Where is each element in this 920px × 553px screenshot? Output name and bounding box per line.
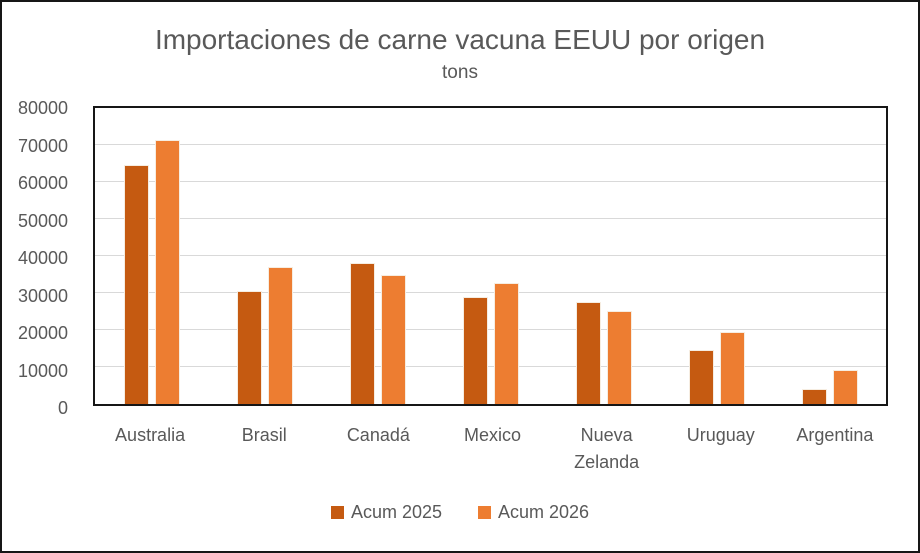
bar-acum-2026-canadá [380, 275, 406, 404]
chart-subtitle: tons [442, 62, 478, 83]
x-tick-label: Canadá [346, 425, 410, 445]
gridline [95, 366, 886, 367]
bar-acum-2025-nueva-zelanda [575, 302, 601, 404]
bar-acum-2025-brasil [236, 290, 262, 404]
bar-group-mexico [434, 108, 547, 404]
x-tick-label: Australia [115, 425, 186, 445]
x-tick-label: Argentina [796, 425, 874, 445]
x-axis: Australia Brasil Canadá Mexico Nueva Zelanda… [93, 422, 892, 476]
y-tick-label: 70000 [17, 135, 68, 156]
legend-item-acum-2026: Acum 2026 [478, 502, 589, 523]
bar-acum-2026-mexico [493, 283, 519, 404]
y-tick-label: 10000 [17, 360, 68, 381]
bar-group-canadá [321, 108, 434, 404]
x-tick-label: Nueva Zelanda [574, 425, 640, 472]
legend-item-acum-2025: Acum 2025 [330, 502, 442, 523]
y-tick-label: 20000 [17, 323, 68, 343]
x-tick-mexico: Mexico [435, 422, 549, 476]
bar-group-uruguay [660, 108, 773, 404]
plot-groups [95, 108, 886, 404]
y-tick-label: 30000 [17, 285, 68, 306]
legend-swatch-icon [330, 506, 344, 519]
bar-group-argentina [773, 108, 886, 404]
x-tick-canadá: Canadá [321, 422, 435, 476]
gridlines [95, 108, 886, 404]
x-tick-label: Brasil [241, 425, 287, 445]
bar-acum-2026-brasil [267, 267, 293, 404]
bar-group-nueva-zelanda [547, 108, 660, 404]
bar-acum-2026-nueva-zelanda [606, 310, 632, 404]
gridline [95, 255, 886, 256]
legend-swatch-icon [478, 506, 491, 519]
legend: Acum 2025 Acum 2026 [2, 502, 918, 523]
legend-label: Acum 2026 [498, 502, 590, 522]
bar-group-australia [95, 108, 208, 404]
x-tick-australia: Australia [93, 422, 207, 476]
gridline [95, 144, 886, 145]
bar-acum-2026-australia [154, 140, 180, 404]
gridline [95, 218, 886, 219]
y-tick-label: 0 [57, 398, 68, 418]
y-tick-label: 60000 [17, 173, 68, 193]
gridline [95, 292, 886, 293]
gridline [95, 329, 886, 330]
y-tick-label: 40000 [17, 248, 68, 268]
x-tick-label: Uruguay [686, 425, 755, 445]
y-tick-label: 80000 [17, 98, 68, 118]
bar-acum-2025-canadá [349, 263, 375, 404]
x-tick-argentina: Argentina [778, 422, 892, 476]
bar-group-brasil [208, 108, 321, 404]
bar-acum-2026-uruguay [719, 331, 745, 404]
gridline [95, 181, 886, 182]
x-tick-label: Mexico [463, 425, 521, 445]
y-tick-label: 50000 [17, 210, 68, 231]
legend-label: Acum 2025 [350, 502, 442, 522]
bar-acum-2026-argentina [832, 369, 858, 404]
bar-acum-2025-argentina [801, 389, 827, 404]
x-tick-nueva-zelanda: Nueva Zelanda [550, 422, 664, 476]
chart-title: Importaciones de carne vacuna EEUU por o… [154, 24, 766, 55]
y-axis: 0 10000 20000 30000 40000 50000 60000 70000 8000… [2, 98, 70, 418]
plot-area [93, 106, 888, 406]
x-tick-uruguay: Uruguay [664, 422, 778, 476]
bar-acum-2025-australia [123, 164, 149, 404]
bar-acum-2025-mexico [462, 297, 488, 404]
bar-acum-2025-uruguay [688, 349, 714, 404]
x-tick-brasil: Brasil [207, 422, 321, 476]
